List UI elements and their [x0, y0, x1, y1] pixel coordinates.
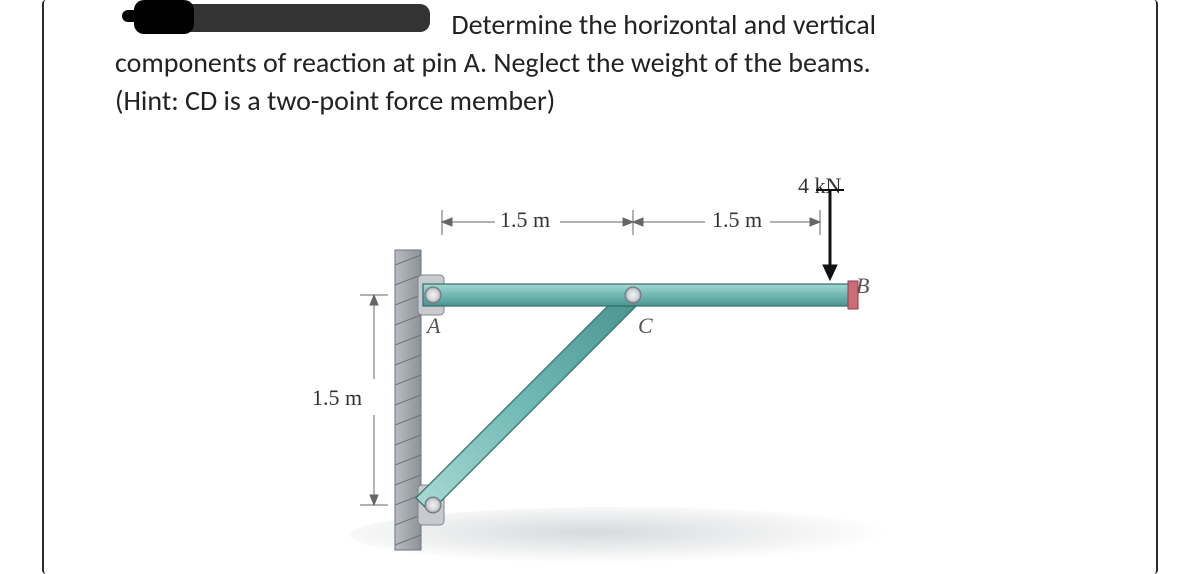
figure-svg	[300, 165, 920, 565]
page: . Determine the horizontal and vertical …	[0, 0, 1200, 574]
beam-endcap-b	[848, 281, 858, 309]
member-cd	[416, 288, 640, 512]
problem-statement: . Determine the horizontal and vertical …	[115, 6, 1075, 119]
problem-line-2: components of reaction at pin A. Neglect…	[115, 45, 871, 80]
dimension-left	[360, 295, 388, 505]
pin-a	[425, 287, 441, 303]
pin-c	[625, 287, 641, 303]
figure: 1.5 m 1.5 m 1.5 m 4 kN A B C D	[300, 165, 920, 565]
problem-line-3: (Hint: CD is a two-point force member)	[115, 83, 555, 118]
dimension-top	[442, 210, 820, 235]
problem-line-1: Determine the horizontal and vertical	[451, 7, 876, 42]
pin-d	[425, 497, 441, 513]
